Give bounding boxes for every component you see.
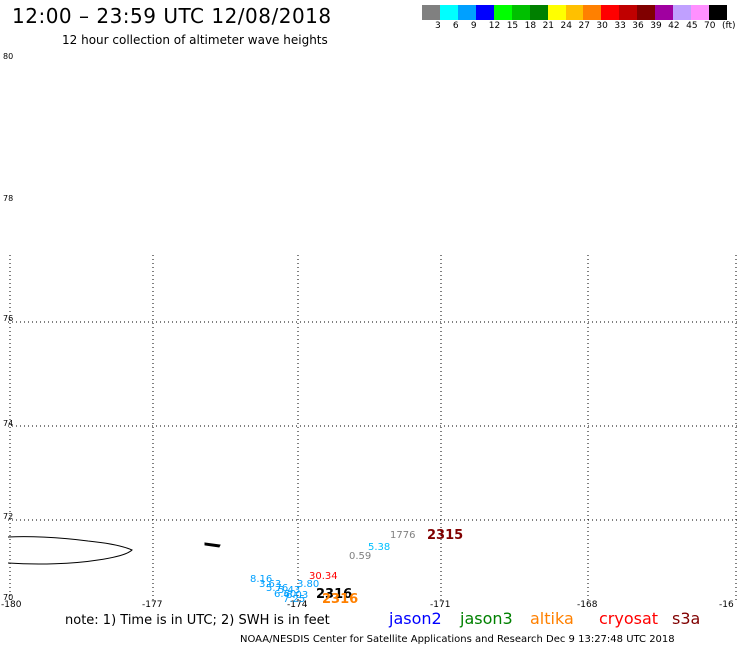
swh-label-blue[interactable]: 7.25 <box>283 594 306 605</box>
color-swatch <box>601 5 620 20</box>
color-swatch <box>655 5 674 20</box>
color-swatch <box>673 5 692 20</box>
swh-label-blue[interactable]: 8.16 <box>250 574 273 585</box>
lon-label-165: -16 <box>719 600 734 610</box>
legend-jason2: jason2 <box>389 609 442 628</box>
color-scale-label: 3 <box>434 21 441 31</box>
color-swatch <box>475 5 494 20</box>
footnote: note: 1) Time is in UTC; 2) SWH is in fe… <box>65 613 330 628</box>
lon-label-177: -177 <box>142 600 163 610</box>
color-swatch <box>511 5 530 20</box>
lon-label-168: -168 <box>577 600 598 610</box>
color-scale-label: 70 <box>704 21 716 31</box>
lon-label-180: -180 <box>1 600 22 610</box>
coastline-herald-island <box>204 542 221 548</box>
color-scale-label: 27 <box>578 21 590 31</box>
color-scale-label: 18 <box>524 21 537 31</box>
color-scale-label: 6 <box>452 21 459 31</box>
swh-label-gray[interactable]: 1776 <box>390 530 416 541</box>
color-swatch <box>439 5 458 20</box>
color-scale-labels: 3 6 9 12 15 18 21 24 27 30 33 36 39 42 45 70 (ft) <box>422 21 740 35</box>
color-scale-label: 9 <box>470 21 477 31</box>
color-swatch <box>422 5 440 20</box>
color-swatch <box>691 5 709 20</box>
map-subtitle: 12 hour collection of altimeter wave hei… <box>62 33 328 47</box>
lat-label-74: 74 <box>3 419 14 428</box>
color-scale-label: 33 <box>614 21 626 31</box>
color-swatch <box>493 5 512 20</box>
lat-label-72: 72 <box>3 512 14 521</box>
color-swatch <box>709 5 727 20</box>
legend-s3a: s3a <box>672 609 701 628</box>
swh-label-cryosat[interactable]: 30.34 <box>309 571 338 582</box>
swh-label-blue[interactable]: 6.03 <box>286 590 309 601</box>
swh-label-blue[interactable]: 6.60 <box>274 589 297 600</box>
color-swatch <box>583 5 602 20</box>
color-swatch <box>529 5 548 20</box>
swh-label-cyan[interactable]: 5.38 <box>368 542 391 553</box>
swh-label-blue[interactable]: 3.80 <box>297 579 320 590</box>
legend-jason3: jason3 <box>460 609 513 628</box>
longitude-gridlines <box>9 255 737 600</box>
lat-label-76: 76 <box>3 314 14 323</box>
legend-altika: altika <box>530 609 574 628</box>
coastline-wrangel-island <box>8 536 133 565</box>
color-scale-label: 39 <box>650 21 662 31</box>
color-scale-label: 30 <box>596 21 608 31</box>
color-swatch <box>619 5 638 20</box>
color-scale-label: (ft) <box>722 21 736 31</box>
color-scale-label: 15 <box>506 21 519 31</box>
lon-label-171: -171 <box>430 600 451 610</box>
legend-cryosat: cryosat <box>599 609 659 628</box>
latitude-gridlines <box>8 321 740 521</box>
map-canvas[interactable] <box>8 0 740 600</box>
color-scale-label: 12 <box>488 21 501 31</box>
map-title: 12:00 – 23:59 UTC 12/08/2018 <box>12 4 332 28</box>
color-scale-label: 21 <box>542 21 555 31</box>
color-swatch <box>565 5 584 20</box>
credit-line: NOAA/NESDIS Center for Satellite Applica… <box>240 634 675 645</box>
swh-label-gray[interactable]: 0.59 <box>349 551 372 562</box>
lat-label-70: 70 <box>3 593 14 602</box>
color-scale-label: 42 <box>668 21 680 31</box>
color-swatch <box>637 5 656 20</box>
lon-label-174: -174 <box>287 600 308 610</box>
swh-label-blue[interactable]: 3.63 <box>259 579 282 590</box>
lat-label-80: 80 <box>3 52 14 61</box>
swh-label-black[interactable]: 2316 <box>316 587 353 602</box>
lat-label-78: 78 <box>3 194 14 203</box>
color-swatch <box>457 5 476 20</box>
color-scale-label: 45 <box>686 21 698 31</box>
swh-label-blue[interactable]: 5.43 <box>278 585 301 596</box>
swh-label-altika[interactable]: 2316 <box>322 592 359 607</box>
color-swatch <box>547 5 566 20</box>
color-scale-label: 24 <box>560 21 572 31</box>
swh-label-s3a[interactable]: 2315 <box>427 528 464 543</box>
color-scale-bar <box>422 5 727 20</box>
swh-label-blue[interactable]: 5.76 <box>266 583 289 594</box>
color-scale-label: 36 <box>632 21 644 31</box>
